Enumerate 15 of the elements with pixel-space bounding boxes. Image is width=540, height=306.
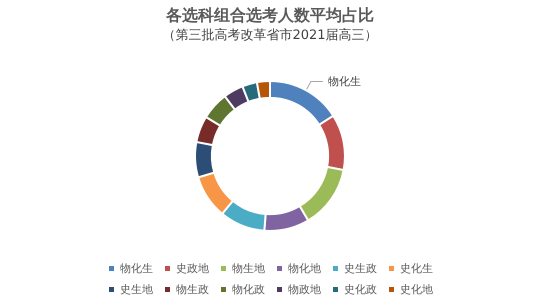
legend-label: 物化地 bbox=[288, 262, 321, 275]
legend-label: 物化政 bbox=[232, 283, 265, 296]
legend-label: 物生政 bbox=[176, 283, 209, 296]
legend-label: 史化地 bbox=[400, 283, 433, 296]
legend-label: 物化生 bbox=[120, 262, 153, 275]
legend-label: 史化生 bbox=[400, 262, 433, 275]
legend-label: 物生地 bbox=[232, 262, 265, 275]
slice-label: 物化生 bbox=[328, 75, 361, 88]
legend-label: 物政地 bbox=[288, 283, 321, 296]
legend-label: 史化政 bbox=[344, 283, 377, 296]
legend-label: 史生政 bbox=[344, 262, 377, 275]
chart-title: 各选科组合选考人数平均占比 bbox=[165, 6, 374, 24]
legend-label: 史生地 bbox=[120, 283, 153, 296]
chart-subtitle: （第三批高考改革省市2021届高三） bbox=[162, 27, 378, 43]
legend-label: 史政地 bbox=[176, 262, 209, 275]
